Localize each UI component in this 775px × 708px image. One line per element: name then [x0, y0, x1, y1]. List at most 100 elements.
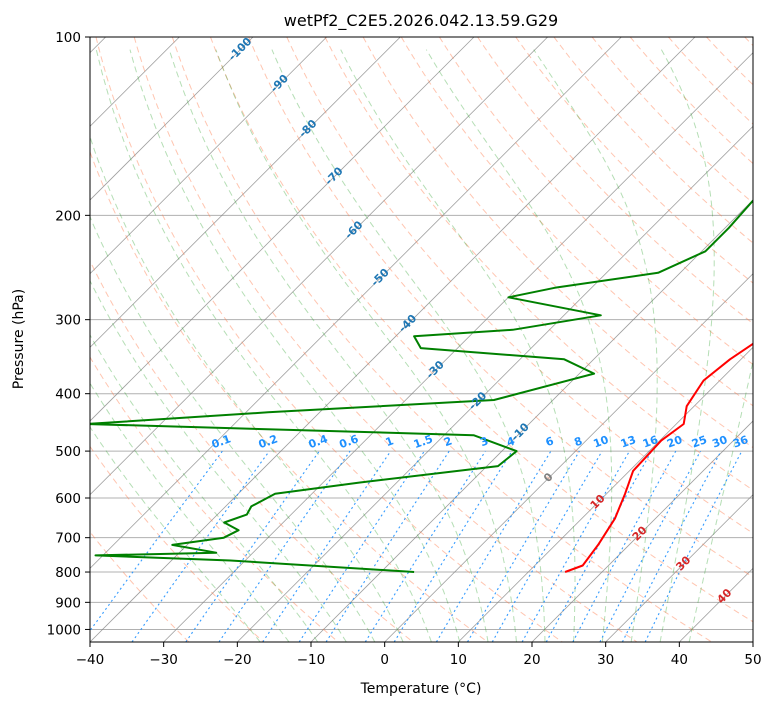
moist-adiabat-line	[168, 49, 489, 642]
dewpoint-line	[90, 199, 753, 573]
mixing-ratio-label: 13	[619, 433, 638, 450]
isotherm-label: -80	[296, 117, 319, 140]
mixing-ratio-label: 4	[505, 434, 517, 449]
isotherm-line	[90, 37, 622, 569]
y-tick-label: 100	[55, 30, 81, 46]
mixing-ratio-line	[599, 450, 701, 642]
y-axis-label: Pressure (hPa)	[11, 289, 27, 389]
mixing-ratio-label: 25	[690, 433, 709, 450]
moist-adiabat-line	[90, 279, 347, 642]
isoline-labels: 0.1 0.2 0.4 0.6 1 1.5 2 3 4 6 8 10 13 16 20 25 30 36-100-…	[210, 35, 750, 606]
dry-adiabat-line	[362, 37, 753, 449]
moist-adiabat-line	[215, 49, 517, 642]
mixing-ratio-label: 10	[592, 433, 611, 451]
dry-adiabat-line	[706, 37, 753, 86]
isotherm-label: -20	[466, 389, 489, 412]
dry-adiabat-line	[438, 37, 753, 366]
isotherm-line	[310, 199, 753, 642]
isotherm-line	[90, 37, 548, 496]
dry-adiabat-line	[553, 37, 753, 244]
y-tick-label: 300	[55, 313, 81, 329]
x-tick-label: −20	[223, 652, 252, 668]
isotherm-line	[752, 641, 753, 642]
x-tick-label: 50	[744, 652, 761, 668]
isotherm-line	[90, 37, 401, 348]
mixing-ratio-line	[521, 450, 630, 642]
dry-adiabat-line	[90, 445, 264, 642]
dry-adiabat-line	[95, 37, 563, 642]
isotherm-line	[458, 346, 753, 642]
plot-frame	[89, 36, 754, 643]
mixing-ratio-line	[298, 450, 425, 642]
mixing-ratio-line	[393, 450, 513, 642]
mixing-ratio-label: 30	[710, 433, 729, 451]
isotherm-label: 30	[673, 553, 693, 573]
dry-adiabat-line	[591, 37, 753, 204]
moist-adiabat-line	[340, 49, 576, 642]
mixing-ratio-label: 8	[572, 434, 584, 449]
chart-title: wetPf2_C2E5.2026.042.13.59.G29	[284, 11, 558, 31]
mixing-ratio-line	[545, 450, 653, 642]
x-tick-label: −10	[297, 652, 326, 668]
isotherm-line	[531, 420, 753, 642]
mixing-ratio-line	[364, 450, 486, 642]
dry-adiabat-line	[90, 259, 414, 642]
mixing-ratio-line	[491, 450, 603, 642]
moist-adiabat-line	[129, 49, 461, 642]
dry-adiabat-line	[324, 37, 753, 491]
isotherm-line	[90, 37, 327, 275]
dry-adiabat-line	[248, 37, 753, 578]
dry-adiabat-line	[668, 37, 753, 125]
y-tick-label: 200	[55, 208, 81, 224]
moist-adiabat-line	[533, 49, 658, 642]
moist-adiabat-line	[659, 49, 715, 642]
mixing-ratio-line	[90, 450, 223, 632]
moist-adiabat-line	[95, 49, 432, 642]
isotherm-line	[605, 494, 753, 642]
dry-adiabat-line	[744, 37, 753, 47]
x-tick-label: −40	[76, 652, 105, 668]
dry-adiabat-line	[90, 356, 339, 642]
mixing-ratio-line	[185, 450, 320, 642]
mixing-ratio-line	[435, 450, 552, 642]
mixing-ratio-line	[467, 450, 580, 642]
isotherm-line	[90, 37, 696, 642]
mixing-ratio-label: 2	[442, 434, 454, 449]
moist-adiabat-line	[688, 358, 753, 642]
isotherm-label: 20	[630, 523, 650, 543]
mixing-ratio-line	[325, 450, 450, 642]
y-tick-label: 500	[55, 444, 81, 460]
mixing-ratio-line	[572, 450, 677, 642]
y-tick-label: 700	[55, 531, 81, 547]
dry-adiabat-line	[90, 531, 190, 642]
mixing-ratio-label: 0.1	[210, 432, 233, 451]
moist-adiabat-line	[425, 49, 613, 642]
x-tick-label: 40	[671, 652, 688, 668]
isotherm-line	[163, 52, 753, 642]
mixing-ratio-label: 1.5	[412, 432, 435, 451]
dry-adiabat-line	[400, 37, 753, 407]
dry-adiabat-line	[477, 37, 753, 325]
isotherm-label: -70	[322, 164, 345, 187]
moist-adiabat-line	[90, 334, 319, 642]
background-lines	[90, 37, 753, 642]
isotherm-label: -60	[342, 218, 365, 241]
moist-adiabat-line	[90, 135, 404, 642]
moist-adiabat-line	[90, 426, 261, 642]
isotherm-label: -100	[226, 35, 255, 64]
isotherm-label: -40	[396, 312, 419, 335]
x-tick-label: 30	[597, 652, 614, 668]
isotherm-label: -90	[268, 72, 291, 95]
isotherm-line	[90, 37, 254, 201]
isotherm-label: -50	[369, 266, 392, 289]
isotherm-line	[237, 125, 753, 642]
moist-adiabat-line	[271, 49, 546, 642]
y-tick-label: 400	[55, 387, 81, 403]
dry-adiabat-line	[286, 37, 753, 534]
x-tick-label: 20	[523, 652, 540, 668]
x-axis: −40 −30 −20 −10 0 10 20 30 40 50	[76, 642, 762, 668]
dry-adiabat-line	[171, 37, 712, 642]
y-tick-label: 800	[55, 565, 81, 581]
mixing-ratio-label: 0.2	[257, 432, 280, 451]
